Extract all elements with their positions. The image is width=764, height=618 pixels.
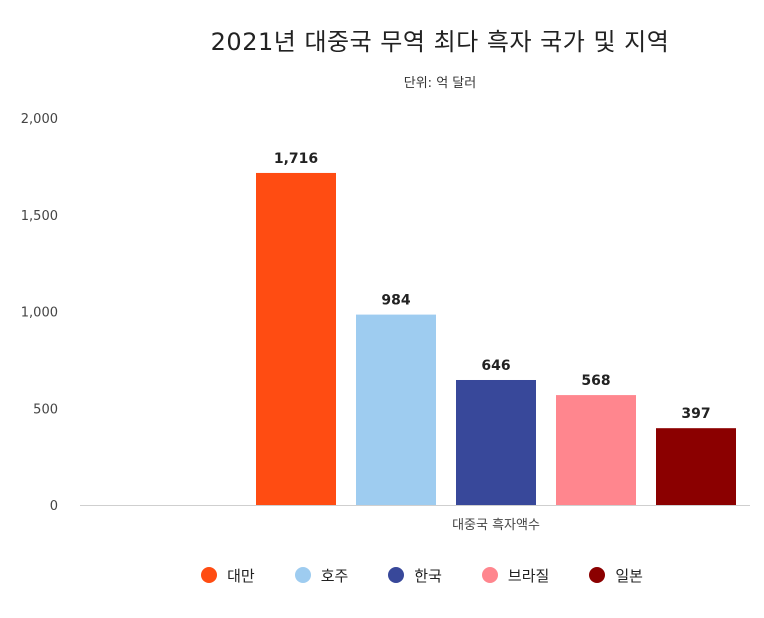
data-label: 397 [681,406,710,422]
legend-label: 호주 [320,566,349,585]
y-tick-label: 500 [33,402,58,417]
y-tick-label: 0 [50,499,58,514]
legend-label: 한국 [414,566,442,585]
legend-marker [589,567,606,583]
data-label: 646 [481,358,510,374]
legend-marker [481,567,498,583]
bar-1 [256,172,336,506]
legend: 대만 호주 한국 브라질 일본 [0,563,764,587]
data-label: 568 [581,373,610,389]
chart-subtitle: 단위: 억 달러 [403,76,477,91]
legend-label: 대만 [227,566,255,585]
legend-marker [201,567,218,583]
y-tick-label: 2,000 [21,112,58,127]
y-tick-label: 1,500 [21,209,58,224]
legend-item: 대만 [201,563,255,587]
data-label: 984 [381,293,410,309]
legend-marker [388,567,405,583]
legend-item: 호주 [294,563,349,587]
legend-item: 브라질 [481,563,550,587]
legend-label: 브라질 [507,566,550,585]
bar-3 [456,379,536,505]
y-tick-label: 1,000 [21,306,58,321]
chart-title: 2021년 대중국 무역 최다 흑자 국가 및 지역 [210,28,670,56]
legend-marker [294,567,311,583]
bar-2 [356,314,436,505]
legend-item: 한국 [388,563,442,587]
x-axis-label: 대중국 흑자액수 [452,518,540,533]
legend-item: 일본 [589,563,643,587]
bar-5 [656,428,736,505]
bar-4 [556,395,636,505]
data-label: 1,716 [274,151,318,167]
legend-label: 일본 [615,566,643,585]
